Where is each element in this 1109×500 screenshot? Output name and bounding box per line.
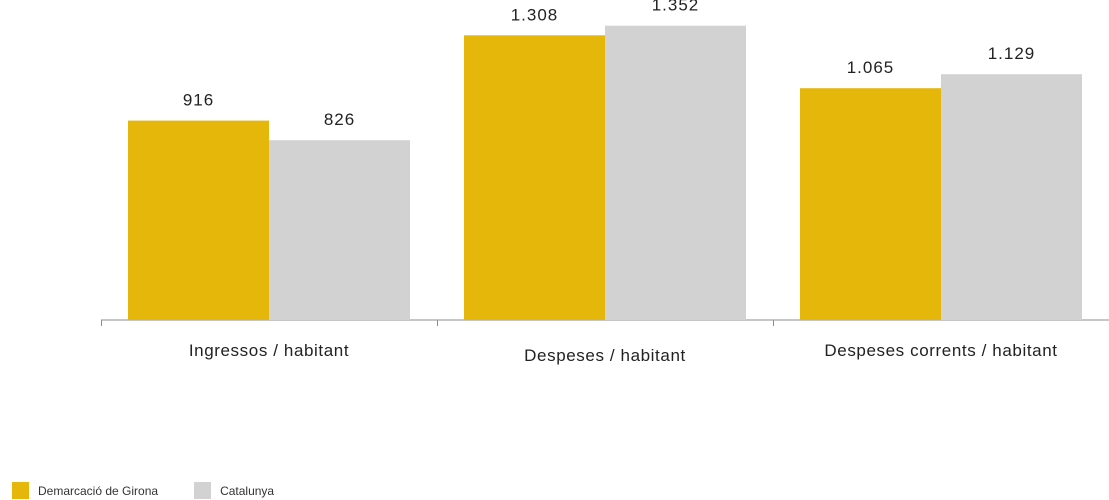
legend-label-catalunya: Catalunya <box>220 483 275 498</box>
legend-swatch-catalunya <box>194 482 212 499</box>
legend: Demarcació de Girona Catalunya <box>12 482 310 499</box>
category-label-3: Despeses corrents / habitant <box>824 341 1057 360</box>
legend-swatch-girona <box>12 482 29 499</box>
data-label-catalunya-2: 1.352 <box>652 0 700 15</box>
category-label-1: Ingressos / habitant <box>189 341 349 360</box>
bar-catalunya-2 <box>605 25 746 320</box>
bar-girona-1 <box>128 120 269 320</box>
bar-chart: 916 826 Ingressos / habitant 1.308 1.352 Desp… <box>101 0 1109 365</box>
data-label-catalunya-1: 826 <box>324 110 355 129</box>
data-label-girona-3: 1.065 <box>847 58 895 77</box>
data-label-girona-2: 1.308 <box>511 5 559 24</box>
category-label-2: Despeses / habitant <box>524 346 686 365</box>
bar-girona-3 <box>800 88 941 320</box>
legend-item-catalunya: Catalunya <box>194 482 274 499</box>
legend-item-girona: Demarcació de Girona <box>12 482 158 499</box>
bar-catalunya-3 <box>941 74 1082 320</box>
data-label-girona-1: 916 <box>183 91 214 110</box>
data-label-catalunya-3: 1.129 <box>988 44 1036 63</box>
bar-girona-2 <box>464 35 605 321</box>
legend-label-girona: Demarcació de Girona <box>38 483 159 498</box>
bar-catalunya-1 <box>269 140 410 320</box>
